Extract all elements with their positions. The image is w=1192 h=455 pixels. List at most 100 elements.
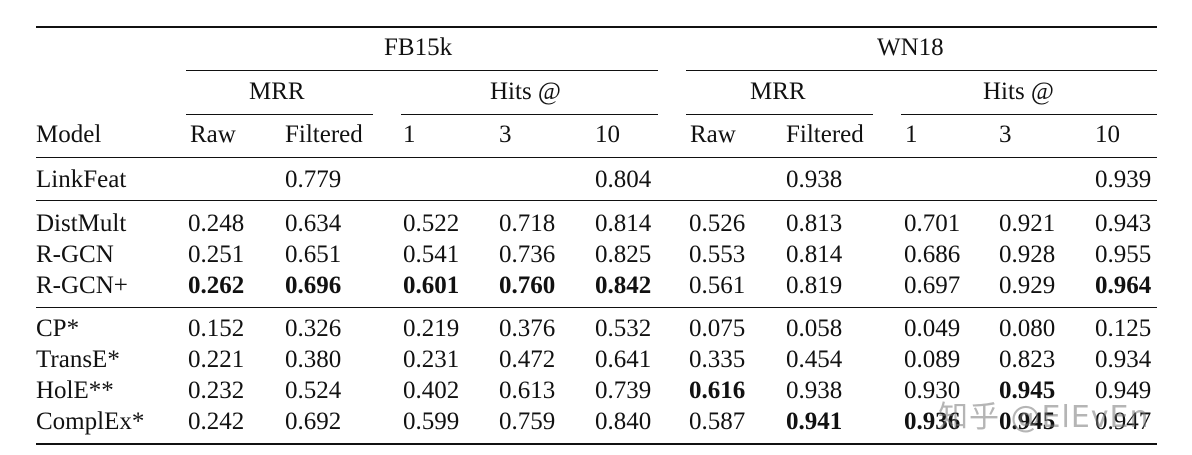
- table-cell: 0.231: [403, 346, 460, 373]
- table-cell: 0.759: [499, 408, 556, 435]
- table-cell: 0.553: [689, 241, 746, 268]
- table-cell: 0.541: [403, 241, 460, 268]
- row-model-name: R-GCN: [36, 241, 114, 268]
- table-cell: 0.686: [904, 241, 961, 268]
- table-cell: 0.221: [188, 346, 245, 373]
- table-cell: 0.697: [904, 272, 961, 299]
- table-cell: 0.696: [285, 272, 342, 299]
- table-cell: 0.089: [904, 346, 961, 373]
- table-cell: 0.251: [188, 241, 245, 268]
- table-cell: 0.814: [786, 241, 843, 268]
- table-cell: 0.945: [999, 408, 1056, 435]
- table-cell: 0.641: [595, 346, 652, 373]
- column-header: Raw: [190, 121, 236, 148]
- table-cell: 0.947: [1095, 408, 1152, 435]
- wn18-hits-rule: [901, 114, 1157, 115]
- table-cell: 0.921: [999, 210, 1056, 237]
- table-cell: 0.936: [904, 408, 961, 435]
- subgroup-header-fb15k-hits: Hits @: [490, 78, 561, 105]
- table-cell: 0.049: [904, 315, 961, 342]
- table-cell: 0.651: [285, 241, 342, 268]
- table-cell: 0.058: [786, 315, 843, 342]
- bottom-rule: [36, 443, 1157, 445]
- table-cell: 0.532: [595, 315, 652, 342]
- table-cell: 0.804: [595, 166, 652, 193]
- fb15k-hits-rule: [401, 114, 658, 115]
- table-cell: 0.522: [403, 210, 460, 237]
- table-cell: 0.248: [188, 210, 245, 237]
- table-cell: 0.842: [595, 272, 652, 299]
- subgroup-header-fb15k-mrr: MRR: [249, 78, 305, 105]
- table-cell: 0.601: [403, 272, 460, 299]
- table-cell: 0.943: [1095, 210, 1152, 237]
- table-cell: 0.814: [595, 210, 652, 237]
- column-header: 1: [403, 121, 416, 148]
- table-cell: 0.125: [1095, 315, 1152, 342]
- table-cell: 0.692: [285, 408, 342, 435]
- linkfeat-bottom-rule: [36, 200, 1157, 201]
- table-cell: 0.380: [285, 346, 342, 373]
- row-model-name: TransE*: [36, 346, 120, 373]
- table-cell: 0.739: [595, 377, 652, 404]
- table-cell: 0.524: [285, 377, 342, 404]
- column-header: 3: [499, 121, 512, 148]
- table-cell: 0.964: [1095, 272, 1152, 299]
- table-cell: 0.779: [285, 166, 342, 193]
- table-cell: 0.232: [188, 377, 245, 404]
- table-cell: 0.376: [499, 315, 556, 342]
- subgroup-header-wn18-hits: Hits @: [983, 78, 1054, 105]
- column-header: Filtered: [786, 121, 864, 148]
- rgcn-block-bottom-rule: [36, 307, 1157, 308]
- column-header-model: Model: [36, 121, 102, 148]
- table-cell: 0.840: [595, 408, 652, 435]
- table-cell: 0.526: [689, 210, 746, 237]
- header-bottom-rule: [36, 157, 1157, 158]
- table-cell: 0.929: [999, 272, 1056, 299]
- table-cell: 0.587: [689, 408, 746, 435]
- top-rule: [36, 26, 1157, 28]
- table-cell: 0.938: [786, 166, 843, 193]
- table-cell: 0.613: [499, 377, 556, 404]
- row-model-name: LinkFeat: [36, 166, 127, 193]
- table-cell: 0.949: [1095, 377, 1152, 404]
- row-model-name: R-GCN+: [36, 272, 128, 299]
- table-cell: 0.701: [904, 210, 961, 237]
- table-cell: 0.152: [188, 315, 245, 342]
- table-cell: 0.326: [285, 315, 342, 342]
- table-cell: 0.945: [999, 377, 1056, 404]
- table-cell: 0.402: [403, 377, 460, 404]
- table-cell: 0.939: [1095, 166, 1152, 193]
- table-cell: 0.928: [999, 241, 1056, 268]
- table-cell: 0.825: [595, 241, 652, 268]
- group-header-wn18: WN18: [877, 34, 944, 61]
- fb15k-mrr-rule: [186, 114, 373, 115]
- column-header: Raw: [690, 121, 736, 148]
- table-cell: 0.938: [786, 377, 843, 404]
- table-cell: 0.718: [499, 210, 556, 237]
- column-header: Filtered: [285, 121, 363, 148]
- row-model-name: DistMult: [36, 210, 127, 237]
- table-cell: 0.634: [285, 210, 342, 237]
- wn18-group-rule: [686, 70, 1157, 71]
- table-cell: 0.736: [499, 241, 556, 268]
- group-header-fb15k: FB15k: [384, 34, 453, 61]
- table-cell: 0.941: [786, 408, 843, 435]
- table-cell: 0.561: [689, 272, 746, 299]
- table-cell: 0.819: [786, 272, 843, 299]
- row-model-name: CP*: [36, 315, 80, 342]
- table-cell: 0.080: [999, 315, 1056, 342]
- table-cell: 0.930: [904, 377, 961, 404]
- column-header: 1: [905, 121, 918, 148]
- fb15k-group-rule: [186, 70, 658, 71]
- table-cell: 0.262: [188, 272, 245, 299]
- column-header: 10: [595, 121, 620, 148]
- table-cell: 0.599: [403, 408, 460, 435]
- table-cell: 0.934: [1095, 346, 1152, 373]
- table-cell: 0.472: [499, 346, 556, 373]
- table-cell: 0.823: [999, 346, 1056, 373]
- table-cell: 0.075: [689, 315, 746, 342]
- table-cell: 0.955: [1095, 241, 1152, 268]
- table-cell: 0.242: [188, 408, 245, 435]
- table-cell: 0.813: [786, 210, 843, 237]
